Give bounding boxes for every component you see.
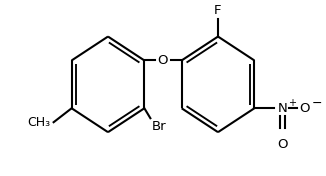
- Text: −: −: [311, 97, 322, 110]
- Text: O: O: [299, 102, 310, 115]
- Text: O: O: [277, 138, 288, 151]
- Text: O: O: [158, 54, 168, 67]
- Text: CH₃: CH₃: [27, 116, 51, 129]
- Text: F: F: [214, 4, 222, 17]
- Text: N: N: [277, 102, 287, 115]
- Text: Br: Br: [151, 120, 166, 133]
- Text: +: +: [288, 98, 296, 108]
